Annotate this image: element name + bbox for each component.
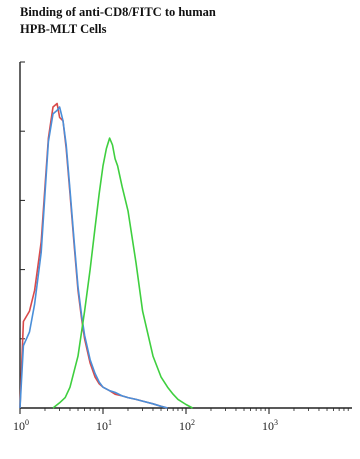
x-tick-label-3: 103 xyxy=(262,418,278,433)
chart-title-line-1: Binding of anti-CD8/FITC to human xyxy=(20,5,216,19)
chart-title: Binding of anti-CD8/FITC to human HPB-ML… xyxy=(20,4,350,38)
tick-layer: 100 101 102 103 xyxy=(13,408,278,433)
histogram-series-2 xyxy=(19,106,168,409)
x-tick-label-1: 101 xyxy=(96,418,112,433)
series-layer xyxy=(19,102,193,409)
histogram-series-1 xyxy=(19,102,168,409)
x-tick-label-2: 102 xyxy=(179,418,195,433)
histogram-series-3 xyxy=(52,137,193,409)
x-tick-label-0: 100 xyxy=(13,418,29,433)
chart-title-line-2: HPB-MLT Cells xyxy=(20,22,107,36)
plot-frame xyxy=(19,61,352,411)
